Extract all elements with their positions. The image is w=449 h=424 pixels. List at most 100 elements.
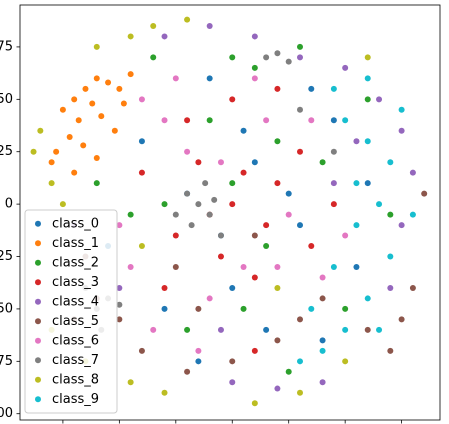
legend-label: class_4 xyxy=(52,294,99,309)
point xyxy=(263,243,270,250)
point xyxy=(93,75,100,82)
point xyxy=(274,337,281,344)
point xyxy=(353,222,360,229)
point xyxy=(251,274,258,281)
point xyxy=(195,305,202,312)
point xyxy=(251,232,258,239)
point xyxy=(285,211,292,218)
point xyxy=(263,54,270,61)
point xyxy=(251,347,258,354)
point xyxy=(342,117,349,124)
point xyxy=(342,305,349,312)
point xyxy=(364,180,371,187)
point xyxy=(127,211,134,218)
point xyxy=(353,138,360,145)
y-tick-label: 75 xyxy=(0,39,13,54)
point xyxy=(319,159,326,166)
y-tick-label: -50 xyxy=(0,301,13,316)
point xyxy=(240,127,247,134)
point xyxy=(387,159,394,166)
point xyxy=(217,232,224,239)
point xyxy=(98,113,105,120)
point xyxy=(398,127,405,134)
point xyxy=(229,201,236,208)
point xyxy=(53,148,60,155)
point xyxy=(297,358,303,365)
point xyxy=(48,180,55,187)
point xyxy=(66,134,73,141)
point xyxy=(297,222,303,229)
point xyxy=(319,274,326,281)
point xyxy=(319,337,326,344)
point xyxy=(82,85,89,92)
point xyxy=(161,284,168,291)
point xyxy=(195,159,202,166)
point xyxy=(387,347,394,354)
point xyxy=(161,201,168,208)
point xyxy=(274,385,281,392)
y-tick-label: -100 xyxy=(0,406,13,421)
point xyxy=(150,54,157,61)
legend-label: class_8 xyxy=(52,372,99,387)
point xyxy=(195,347,202,354)
point xyxy=(184,16,191,23)
point xyxy=(330,85,337,92)
point xyxy=(364,54,371,61)
point xyxy=(263,222,270,229)
point xyxy=(116,301,123,308)
legend-marker xyxy=(35,220,41,227)
point xyxy=(127,263,134,270)
point xyxy=(202,180,209,187)
point xyxy=(161,117,168,124)
point xyxy=(308,117,315,124)
point xyxy=(342,358,349,365)
point xyxy=(297,316,303,323)
point xyxy=(229,180,236,187)
point xyxy=(37,127,44,134)
legend-label: class_0 xyxy=(52,216,99,231)
point xyxy=(59,106,66,113)
point xyxy=(195,201,202,208)
point xyxy=(195,358,202,365)
point xyxy=(120,100,127,107)
point xyxy=(206,295,213,302)
point xyxy=(274,50,281,57)
point xyxy=(105,79,112,86)
point xyxy=(364,295,371,302)
point xyxy=(184,117,191,124)
point xyxy=(251,159,258,166)
legend-label: class_6 xyxy=(52,333,99,348)
legend-marker xyxy=(35,279,41,286)
point xyxy=(342,232,349,239)
point xyxy=(150,326,157,333)
legend-marker xyxy=(35,259,41,266)
point xyxy=(229,96,236,103)
point xyxy=(206,22,213,29)
point xyxy=(319,295,326,302)
point xyxy=(251,64,258,71)
point xyxy=(240,263,247,270)
point xyxy=(308,305,315,312)
point xyxy=(274,85,281,92)
point xyxy=(150,22,157,29)
point xyxy=(229,379,236,386)
point xyxy=(172,263,179,270)
legend-box xyxy=(24,209,118,414)
legend-label: class_7 xyxy=(52,353,99,368)
point xyxy=(127,379,134,386)
point xyxy=(285,190,292,197)
point xyxy=(229,358,236,365)
point xyxy=(116,85,123,92)
point xyxy=(30,148,37,155)
point xyxy=(93,180,100,187)
legend-label: class_1 xyxy=(52,236,99,251)
point xyxy=(297,106,303,113)
point xyxy=(184,148,191,155)
point xyxy=(274,138,281,145)
point xyxy=(421,190,428,197)
point xyxy=(116,284,123,291)
point xyxy=(138,243,145,250)
point xyxy=(251,33,258,40)
point xyxy=(184,190,191,197)
point xyxy=(274,284,281,291)
